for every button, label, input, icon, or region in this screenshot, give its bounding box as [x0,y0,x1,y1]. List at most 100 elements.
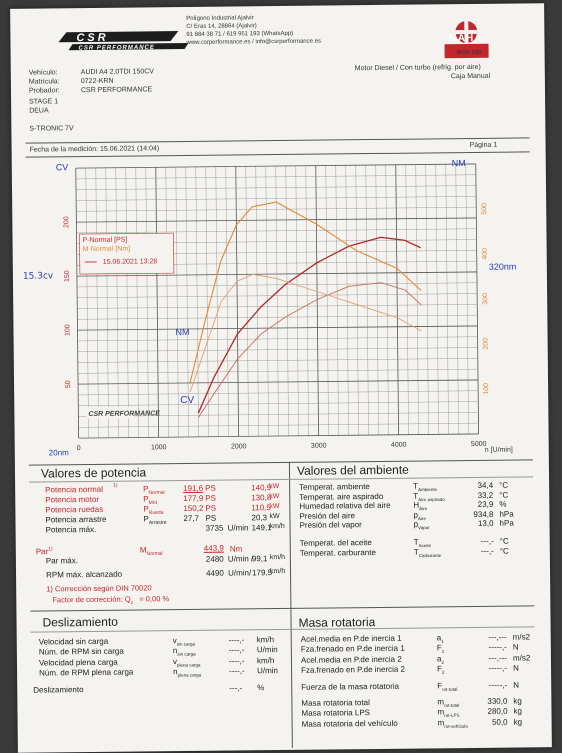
plate-label: Matrícula: [29,77,60,86]
y-right-tick-label: 400 [482,248,489,260]
y-right-tick-label: 200 [483,338,490,350]
grid-line [246,166,249,436]
grid-line [446,164,449,434]
rpm-max-value: 4490 [206,569,224,578]
mass-row-value: ---,--- [483,633,507,642]
grid-line [286,166,289,436]
ambient-row-label: Temperat. ambiente [299,482,370,492]
grid-line [336,165,339,435]
grid-line [306,166,309,436]
mass-row-unit: m/s2 [513,653,530,662]
handwritten-cv-mark: CV [180,395,194,406]
handwritten-nm-axis: NM [452,158,466,168]
ambient-row-label: Temperat. del aceite [300,538,372,548]
mass-row-label: Fza.frenado en P.de inercia 2 [301,665,405,675]
ambient-row-value: 13,0 [465,519,493,528]
torque-max-rpm: 2480 [206,555,224,564]
deua-label: DEUA [29,107,49,114]
mass-row-value: ---,--- [483,653,507,662]
y-right-tick-label: 100 [483,383,490,395]
slip-row-unit: km/h [257,635,274,644]
grid-line [236,166,239,436]
mass-row-label: Masa rotatoria total [301,698,370,708]
grid-line [116,168,119,438]
ambient-row-label: Humedad relativa del aire [299,501,390,511]
handwritten-torque: 320nm [489,262,517,272]
handwritten-cv-axis: CV [56,162,69,172]
torque-unit: Nm [230,544,243,553]
legend-date: 15.06.2021 13:28 [103,258,158,266]
vehicle-value: AUDI A4 2.0TDI 150CV [81,67,154,77]
torque-max-speed-unit: km/h [270,554,285,561]
mass-row-unit: N [513,643,519,652]
vehicle-label: Vehículo: [29,68,60,77]
mass-row-value: -----,- [483,643,507,652]
ambient-row-unit: °C [500,546,509,555]
torque-max-label: Par máx. [46,556,78,565]
measurement-date: Fecha de la medición: 15.06.2021 (14:04) [30,145,160,153]
chart-grid [76,164,479,438]
power-row-value1: 177,9 [183,494,203,503]
power-section-title: Valores de potencia [41,465,146,480]
mass-row-symbol: a2 [437,654,444,665]
ambient-row-label: Presión del vapor [300,521,362,531]
power-row-value1: 150,2 [183,504,203,513]
x-tick-label: 2000 [231,443,247,450]
address-line: www.csrperformance.es / info@csrperforma… [186,38,321,47]
power-row-value1: 27,7 [183,514,199,523]
power-row-value2: 110,5 [251,503,271,512]
mass-row-unit: kg [514,717,523,726]
ambient-row-value: 934,8 [465,510,493,519]
power-row-label: Potencia máx. [46,525,97,535]
engine-type: Motor Diesel / Con turbo (refrig. por ai… [355,64,481,72]
y-left-tick-label: 150 [64,270,71,282]
power-row-label: Potencia normal [45,485,103,495]
stage-label: STAGE 1 [29,98,58,105]
torque-value: 443,9 [204,544,224,553]
torque-max-rpm-unit: U/min / [228,554,253,563]
grid-line [166,167,169,437]
power-row-label: Potencia arrastre [45,515,106,525]
grid-line [366,165,369,435]
correction-note: 1) Corrección según DIN 70020 [46,583,152,593]
ambient-row-label: Temperat. carburante [300,548,376,558]
grid-line [86,168,89,438]
legend-p-normal: P-Normal [PS] [83,237,128,244]
mass-values-list [10,3,544,9]
dyno-model: MSR 500 [457,50,482,56]
y-right-tick-label: 300 [482,293,489,305]
grid-line [406,165,409,435]
gearbox-type: Caja Manual [451,73,490,80]
grid-line [456,164,459,434]
rpm-max-label: RPM máx. alcanzado [46,570,122,580]
chart-watermark-logo: CSR PERFORMANCE [88,410,160,418]
slip-row-unit: km/h [257,656,274,665]
slip-row-value: ----,- [229,635,245,644]
mass-row-symbol: a1 [437,633,444,644]
power-values-list [10,3,544,9]
power-row-label: Potencia ruedas [45,505,103,515]
slip-row-label: Velocidad plena carga [39,658,118,668]
handwritten-power: 15.3cv [23,271,54,281]
power-row-unit1: U/min [228,523,249,532]
power-curve-normal [197,237,423,413]
grid-line [436,164,439,434]
rpm-max-speed-unit: km/h [270,568,285,575]
ambient-row-value: ---,- [466,537,494,546]
power-row-note: 1) [113,483,118,489]
handwritten-nm-mark: NM [175,327,189,337]
torque-symbol: MNormal [140,545,163,557]
slip-row-value: ---,- [229,683,242,692]
ambient-row-value: 33,2 [465,490,493,499]
mass-row-label: Masa rotatoria del vehículo [302,719,398,729]
grid-line [346,165,349,435]
mass-row-symbol: mrot-total [437,697,459,708]
power-row-unit1: PS [205,494,216,503]
grid-line [466,164,469,434]
mass-row-label: Masa rotatoria LPS [301,708,370,718]
mass-row-value: 280,0 [483,707,507,716]
power-row-unit2: kW [269,513,279,520]
grid-line [476,164,479,434]
dyno-report-sheet: CSR CSR PERFORMANCE Polígono Industrial … [10,3,552,753]
slip-row-label: Núm. de RPM plena carga [39,668,133,678]
